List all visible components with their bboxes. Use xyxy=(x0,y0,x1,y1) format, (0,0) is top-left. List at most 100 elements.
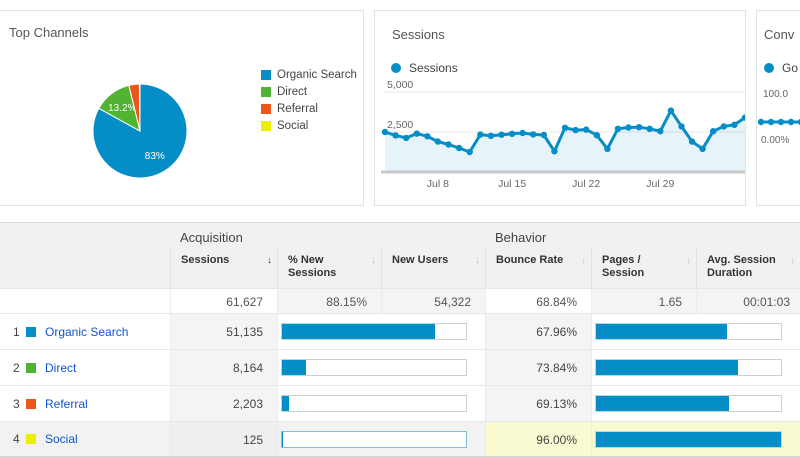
bounce-bar-fill xyxy=(596,432,781,447)
channel-cell: 1 Organic Search xyxy=(0,314,170,349)
sessions-line-chart: 2,500 5,000 Jul 8 Jul 15 Jul 22 Jul 29 xyxy=(381,81,745,190)
sessions-title: Sessions xyxy=(392,27,445,42)
organic-search-swatch-icon xyxy=(261,69,271,80)
column-header-sessions[interactable]: Sessions ↓ xyxy=(170,249,277,288)
channel-link-referral[interactable]: Referral xyxy=(45,396,88,411)
channel-cell: 3 Referral xyxy=(0,386,170,421)
bounce-bar-fill xyxy=(596,396,730,411)
top-channels-card: Top Channels 83% 13.2% Organic Search Dir… xyxy=(0,10,364,206)
sort-desc-icon[interactable]: ↓ xyxy=(267,255,272,266)
pie-legend: Organic Search Direct Referral Social xyxy=(261,66,357,134)
sessions-bar-cell xyxy=(277,422,485,456)
svg-text:Jul 8: Jul 8 xyxy=(427,178,449,190)
column-header-pages-session[interactable]: Pages / Session ↓ xyxy=(591,249,696,288)
top-channels-title: Top Channels xyxy=(9,25,89,40)
direct-swatch-icon xyxy=(261,86,271,97)
channel-swatch-icon xyxy=(26,434,36,444)
table-group-header-row: Acquisition Behavior xyxy=(0,223,800,249)
group-label: Acquisition xyxy=(180,230,243,245)
header-channel-spacer xyxy=(0,249,170,288)
summary-sessions: 61,627 xyxy=(170,289,277,313)
bounce-bar xyxy=(595,431,782,448)
channel-link-direct[interactable]: Direct xyxy=(45,360,77,375)
sort-icon[interactable]: ↓ xyxy=(475,255,481,265)
svg-text:2,500: 2,500 xyxy=(387,119,413,131)
table-row: 1 Organic Search 51,135 67.96% xyxy=(0,313,800,349)
row-rank: 4 xyxy=(13,432,20,446)
bounce-bar-cell xyxy=(591,314,800,349)
legend-label: Organic Search xyxy=(277,68,357,81)
channel-cell: 2 Direct xyxy=(0,350,170,385)
bounce-value: 96.00% xyxy=(485,422,591,456)
sessions-legend: Sessions xyxy=(391,61,458,75)
sort-icon[interactable]: ↓ xyxy=(686,255,692,265)
table-row: 4 Social 125 96.00% xyxy=(0,421,800,456)
channel-swatch-icon xyxy=(26,326,36,337)
summary-pages-session: 1.65 xyxy=(591,289,696,313)
sort-icon[interactable]: ↓ xyxy=(581,255,587,265)
sort-icon[interactable]: ↓ xyxy=(790,255,796,265)
bounce-value: 69.13% xyxy=(485,386,591,421)
legend-item-organic-search: Organic Search xyxy=(261,66,357,83)
series-label: Go xyxy=(782,61,799,75)
sort-icon[interactable]: ↓ xyxy=(371,255,377,265)
legend-label: Direct xyxy=(277,85,308,98)
sessions-bar xyxy=(281,431,467,448)
summary-spacer xyxy=(0,289,170,313)
sessions-bar-fill xyxy=(282,396,289,411)
sessions-value: 51,135 xyxy=(170,314,277,349)
bounce-bar-cell xyxy=(591,350,800,385)
sessions-bar-fill xyxy=(282,432,283,447)
conversions-legend: Go xyxy=(764,61,798,75)
sessions-bar-fill xyxy=(282,324,435,339)
svg-text:13.2%: 13.2% xyxy=(108,103,136,114)
bounce-bar-fill xyxy=(596,360,739,375)
channel-link-social[interactable]: Social xyxy=(45,432,78,446)
sessions-card: Sessions Sessions 2,500 5,000 Jul 8 Jul 15 J… xyxy=(374,10,746,206)
channels-table: Acquisition Behavior Sessions ↓ % New Se… xyxy=(0,222,800,458)
sessions-bar-cell xyxy=(277,386,485,421)
row-rank: 2 xyxy=(13,360,20,375)
svg-text:83%: 83% xyxy=(145,151,165,162)
bounce-bar-cell xyxy=(591,386,800,421)
legend-item-direct: Direct xyxy=(261,83,357,100)
channel-swatch-icon xyxy=(26,362,36,373)
legend-item-referral: Referral xyxy=(261,100,357,117)
group-spacer xyxy=(0,223,170,249)
column-header-new-sessions[interactable]: % New Sessions ↓ xyxy=(277,249,381,288)
channel-swatch-icon xyxy=(26,398,36,409)
sessions-bar xyxy=(281,323,467,340)
conv-value-label: 0.00% xyxy=(761,135,790,146)
summary-new-sessions: 88.15% xyxy=(277,289,381,313)
column-header-new-users[interactable]: New Users ↓ xyxy=(381,249,485,288)
series-dot-icon xyxy=(764,63,774,73)
summary-avg-duration: 00:01:03 xyxy=(696,289,800,313)
column-header-avg-session-duration[interactable]: Avg. Session Duration ↓ xyxy=(696,249,800,288)
social-swatch-icon xyxy=(261,120,271,131)
conversions-line-chart xyxy=(757,118,800,126)
table-row: 3 Referral 2,203 69.13% xyxy=(0,385,800,421)
bounce-bar-cell xyxy=(591,422,800,456)
referral-swatch-icon xyxy=(261,103,271,114)
svg-text:5,000: 5,000 xyxy=(387,81,413,91)
bounce-bar xyxy=(595,323,782,340)
summary-new-users: 54,322 xyxy=(381,289,485,313)
legend-item-social: Social xyxy=(261,117,357,134)
bounce-value: 73.84% xyxy=(485,350,591,385)
conversions-card: Conv Go 100.0 0.00% xyxy=(756,10,800,206)
svg-text:Jul 29: Jul 29 xyxy=(646,178,674,190)
series-label: Sessions xyxy=(409,61,458,75)
group-label: Behavior xyxy=(495,230,547,245)
sessions-value: 2,203 xyxy=(170,386,277,421)
channel-link-organic-search[interactable]: Organic Search xyxy=(45,324,129,339)
column-header-bounce-rate[interactable]: Bounce Rate ↓ xyxy=(485,249,591,288)
bounce-bar xyxy=(595,395,782,412)
channels-pie-chart: 83% 13.2% xyxy=(92,83,188,179)
channel-cell: 4 Social xyxy=(0,422,170,456)
bounce-bar xyxy=(595,359,782,376)
sessions-bar xyxy=(281,395,467,412)
bounce-value: 67.96% xyxy=(485,314,591,349)
conv-y-axis-label: 100.0 xyxy=(763,89,789,100)
svg-text:Jul 22: Jul 22 xyxy=(572,178,600,190)
series-dot-icon xyxy=(391,63,401,73)
